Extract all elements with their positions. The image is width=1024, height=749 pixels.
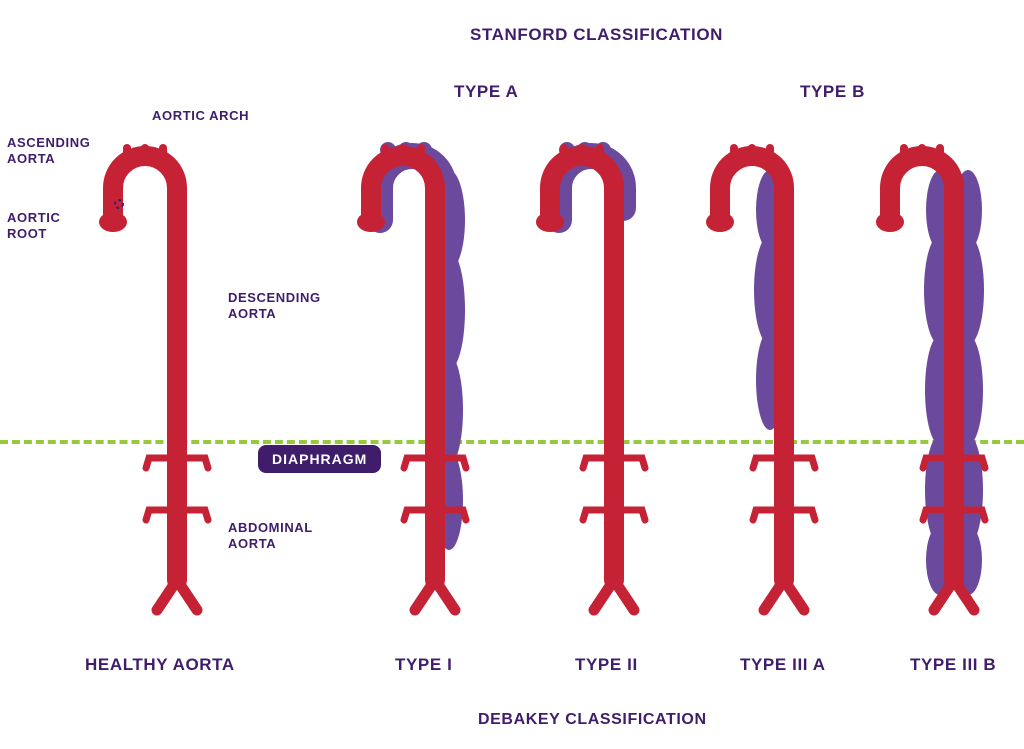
aorta-type3b — [872, 140, 1024, 620]
bottom-healthy: HEALTHY AORTA — [85, 655, 235, 675]
aorta-type3a-svg — [702, 140, 862, 620]
label-ascending: ASCENDING AORTA — [7, 135, 90, 166]
label-root: AORTIC ROOT — [7, 210, 60, 241]
aorta-type3a — [702, 140, 862, 620]
bottom-type1: TYPE I — [395, 655, 452, 675]
aorta-type2-svg — [532, 140, 692, 620]
bottom-type3b: TYPE III B — [910, 655, 996, 675]
label-arch: AORTIC ARCH — [152, 108, 249, 124]
aorta-type1-svg — [353, 140, 513, 620]
heading-stanford: STANFORD CLASSIFICATION — [470, 25, 723, 45]
diagram-stage: DIAPHRAGM STANFORD CLASSIFICATION TYPE A… — [0, 0, 1024, 749]
aorta-type2 — [532, 140, 692, 620]
heading-typeA: TYPE A — [454, 82, 518, 102]
bottom-type3a: TYPE III A — [740, 655, 826, 675]
bottom-type2: TYPE II — [575, 655, 638, 675]
aorta-type3b-svg — [872, 140, 1024, 620]
aorta-type1 — [353, 140, 513, 620]
heading-debakey: DEBAKEY CLASSIFICATION — [478, 710, 707, 729]
aorta-healthy — [95, 140, 255, 620]
heading-typeB: TYPE B — [800, 82, 865, 102]
aorta-healthy-svg — [95, 140, 255, 620]
